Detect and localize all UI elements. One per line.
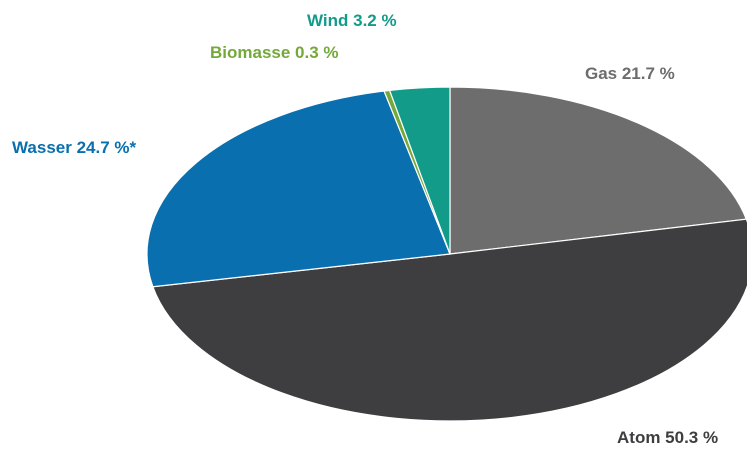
slice-atom: [152, 218, 747, 422]
label-wasser: Wasser 24.7 %*: [12, 138, 136, 157]
label-biomasse: Biomasse 0.3 %: [210, 43, 339, 62]
slice-gas: [449, 86, 747, 255]
label-atom: Atom 50.3 %: [617, 428, 718, 447]
pie-slices: [146, 86, 747, 422]
label-wind: Wind 3.2 %: [307, 11, 397, 30]
slice-wind: [388, 86, 451, 255]
slice-wasser: [146, 90, 451, 288]
label-gas: Gas 21.7 %: [585, 64, 675, 83]
pie-labels: Wind 3.2 % Biomasse 0.3 % Gas 21.7 % Was…: [12, 11, 718, 447]
